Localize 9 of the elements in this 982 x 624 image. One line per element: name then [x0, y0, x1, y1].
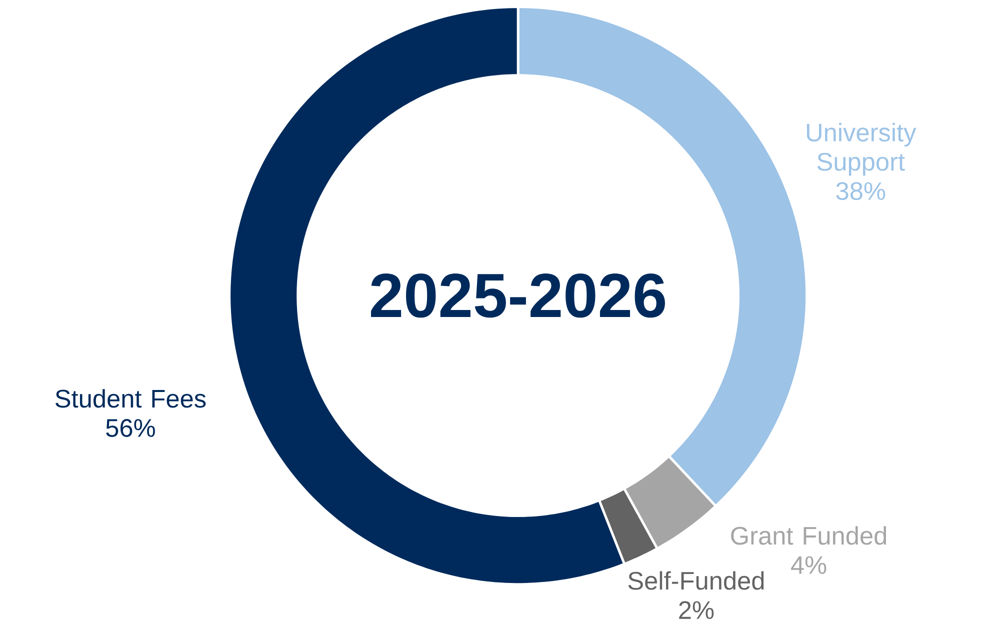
data-label: 4%	[791, 556, 826, 574]
slice-label: Self-Funded	[628, 570, 764, 590]
slice-label: Grant Funded	[731, 526, 886, 545]
text: 2025-2026	[371, 273, 665, 318]
slice-label: University Support	[806, 122, 916, 176]
data-label: 38%	[836, 182, 886, 200]
data-label: 56%	[106, 418, 155, 437]
data-label: 2%	[679, 600, 714, 619]
slice-label: Student Fees	[56, 388, 206, 408]
